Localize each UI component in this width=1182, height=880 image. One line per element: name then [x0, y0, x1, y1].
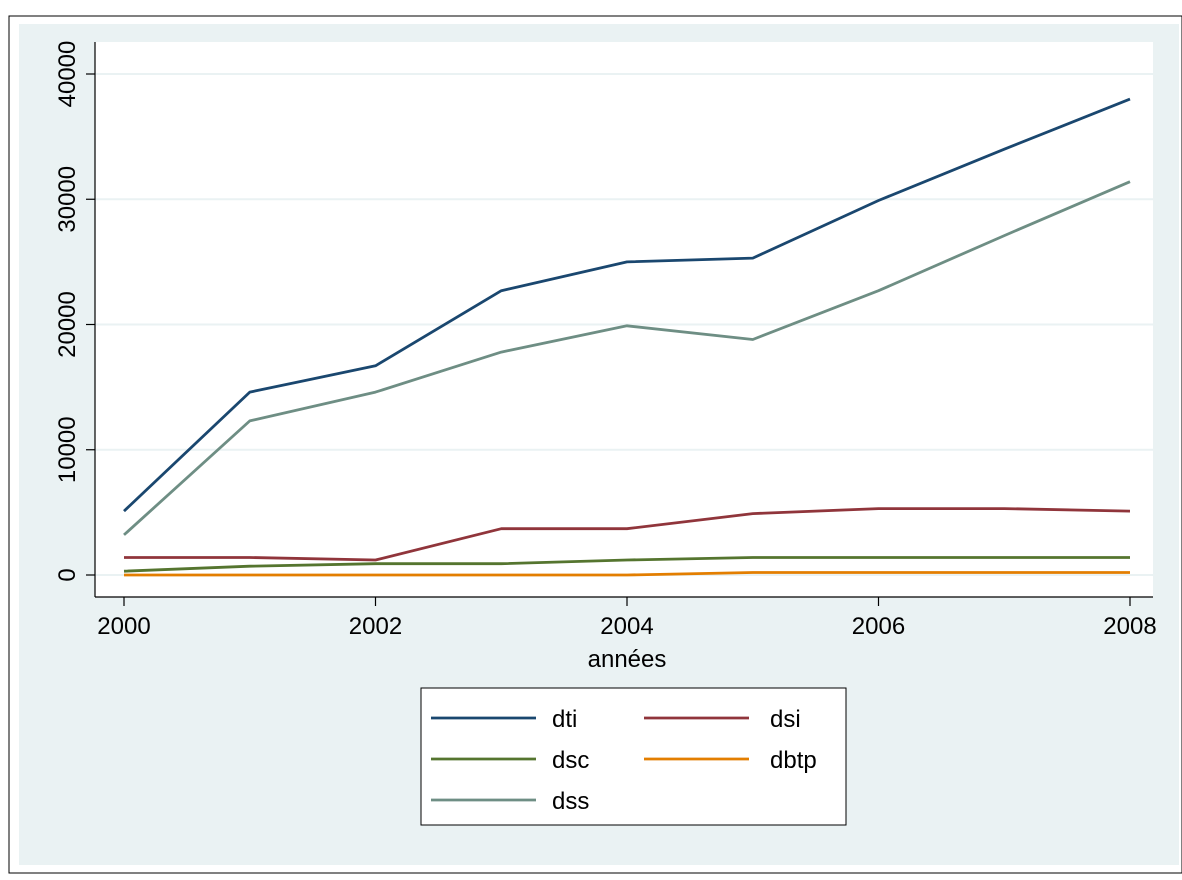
y-tick-label: 0 [54, 568, 81, 581]
y-tick-label: 40000 [54, 41, 81, 108]
legend-label-dss: dss [552, 788, 589, 815]
legend-label-dti: dti [552, 706, 577, 733]
series-line-dbtp [124, 571, 1130, 577]
gridlines [95, 73, 1153, 576]
legend-label-dsc: dsc [552, 747, 589, 774]
legend-label-dbtp: dbtp [770, 747, 817, 774]
series-line-dsc [123, 556, 1130, 573]
y-axis: 0 10000 20000 30000 40000 [54, 41, 96, 597]
legend: dti dsi dsc dbtp dss [420, 687, 847, 826]
x-tick-label: 2000 [97, 613, 150, 640]
legend-label-dsi: dsi [770, 706, 801, 733]
y-tick-label: 20000 [54, 291, 81, 358]
series-line-dti [123, 97, 1131, 513]
series-lines [123, 97, 1131, 577]
x-axis: 2000 2002 2004 2006 2008 [95, 596, 1157, 640]
x-tick-label: 2008 [1103, 613, 1156, 640]
x-tick-label: 2002 [349, 613, 402, 640]
legend-box [420, 687, 847, 826]
x-axis-label: années [588, 646, 667, 673]
plot-area [95, 42, 1153, 597]
series-line-dsi [124, 507, 1131, 562]
series-line-dss [123, 180, 1131, 536]
y-tick-label: 30000 [54, 166, 81, 233]
y-tick-label: 10000 [54, 416, 81, 483]
x-tick-label: 2004 [600, 613, 653, 640]
x-tick-label: 2006 [852, 613, 905, 640]
